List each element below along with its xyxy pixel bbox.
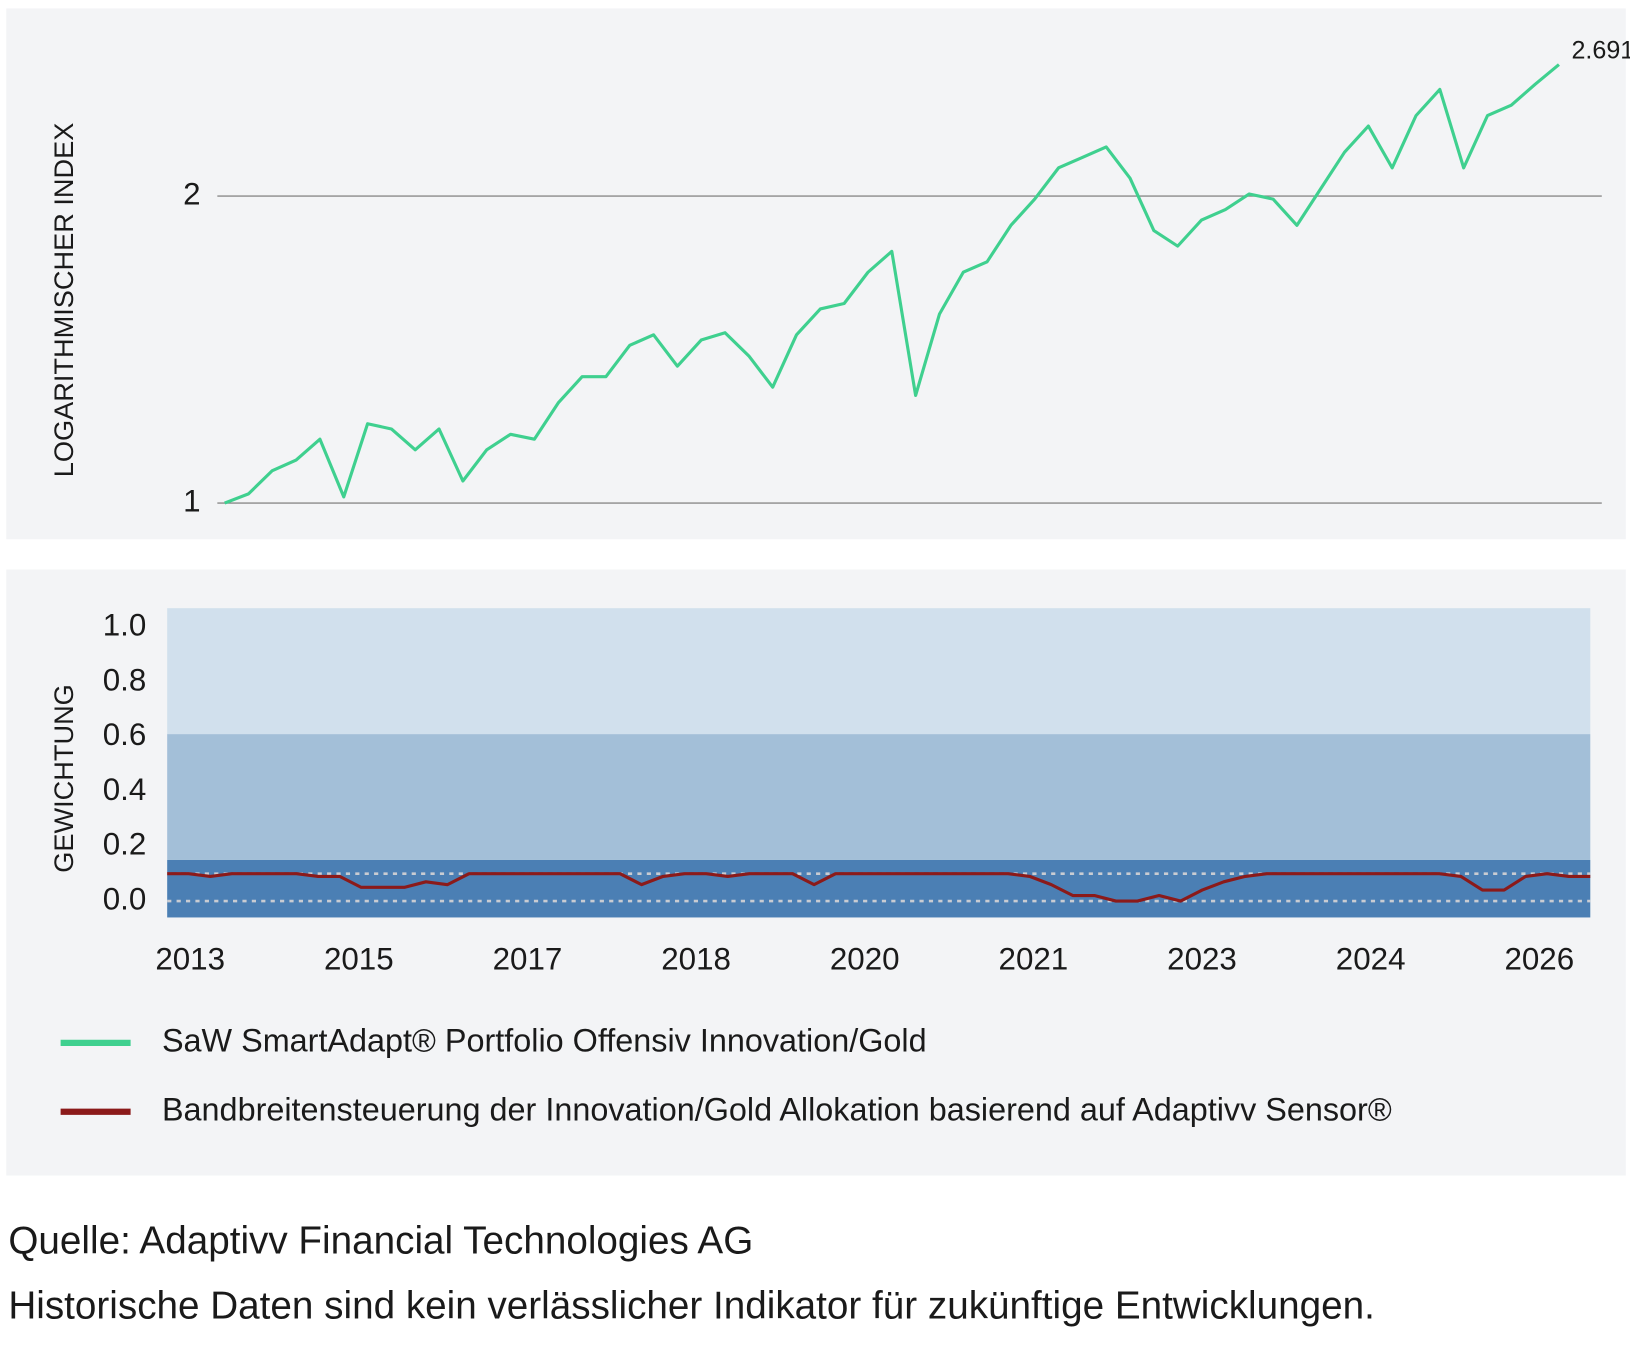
x-tick-label: 2020	[830, 942, 900, 977]
band	[167, 734, 1591, 860]
y-tick-label: 0.8	[103, 662, 147, 697]
legend-label: SaW SmartAdapt® Portfolio Offensiv Innov…	[162, 1022, 927, 1058]
y-tick-label: 2	[183, 176, 200, 211]
y-tick-label: 0.6	[103, 717, 147, 752]
line-series	[224, 63, 1560, 505]
top-panel	[6, 8, 1626, 540]
x-tick-label: 2017	[493, 942, 563, 977]
x-tick-label: 2013	[155, 942, 225, 977]
y-tick-label: 0.4	[103, 772, 147, 807]
x-tick-label: 2026	[1504, 942, 1574, 977]
x-tick-label: 2023	[1167, 942, 1237, 977]
x-tick-label: 2015	[324, 942, 394, 977]
line-series	[167, 872, 1591, 903]
y-tick-label: 1	[183, 483, 200, 518]
y-axis-label: LOGARITHMISCHER INDEX	[48, 123, 79, 478]
y-tick-label: 1.0	[103, 608, 147, 643]
x-tick-label: 2021	[999, 942, 1069, 977]
note: Historische Daten sind kein verlässliche…	[8, 1284, 1375, 1327]
end-label: 2.691	[1571, 37, 1630, 65]
y-tick-label: 0.2	[103, 827, 147, 862]
y-axis-label: GEWICHTUNG	[48, 684, 79, 873]
source: Quelle: Adaptivv Financial Technologies …	[8, 1220, 753, 1263]
x-tick-label: 2018	[661, 942, 731, 977]
band	[167, 608, 1591, 735]
y-tick-label: 0.0	[103, 881, 147, 916]
legend-label: Bandbreitensteuerung der Innovation/Gold…	[162, 1091, 1392, 1127]
x-tick-label: 2024	[1336, 942, 1406, 977]
